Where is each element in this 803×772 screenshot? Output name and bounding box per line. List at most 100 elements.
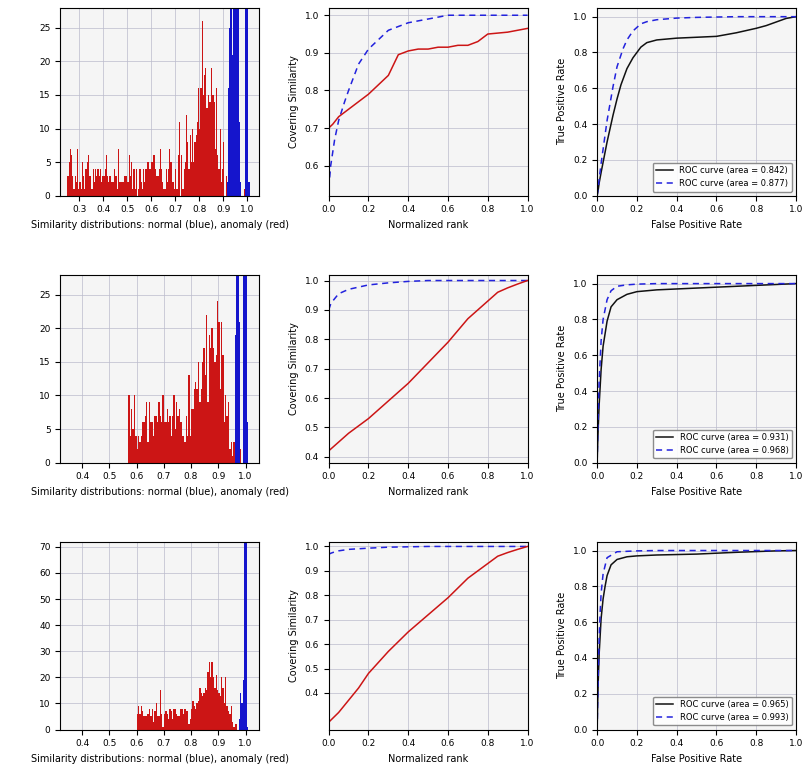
ROC curve (area = 0.965) xyxy=(770,547,780,556)
ROC curve (area = 0.877) xyxy=(607,82,617,91)
Bar xyxy=(221,677,222,730)
Bar xyxy=(198,362,199,462)
Bar xyxy=(177,716,178,730)
Bar xyxy=(205,688,206,730)
Bar xyxy=(145,169,146,195)
ROC curve (area = 0.965) xyxy=(731,547,740,557)
Bar xyxy=(111,182,112,195)
ROC curve (area = 0.968) xyxy=(731,279,740,288)
ROC curve (area = 0.993) xyxy=(592,725,601,734)
Bar xyxy=(139,442,141,462)
X-axis label: Similarity distributions: normal (blue), anomaly (red): Similarity distributions: normal (blue),… xyxy=(31,487,288,497)
Bar xyxy=(134,189,136,195)
Bar xyxy=(71,155,72,195)
Bar xyxy=(225,677,226,730)
Bar xyxy=(153,722,154,730)
ROC curve (area = 0.931) xyxy=(601,317,611,326)
Bar xyxy=(161,714,162,730)
ROC curve (area = 0.842) xyxy=(615,80,625,90)
Bar xyxy=(219,389,221,462)
Bar xyxy=(79,182,80,195)
Bar xyxy=(247,422,248,462)
Bar xyxy=(158,169,160,195)
Bar xyxy=(70,149,71,195)
X-axis label: False Positive Rate: False Positive Rate xyxy=(650,753,741,764)
Bar xyxy=(128,155,129,195)
Bar xyxy=(238,456,240,462)
Bar xyxy=(237,0,238,195)
ROC curve (area = 0.877) xyxy=(627,26,637,36)
Bar xyxy=(202,362,203,462)
Bar xyxy=(188,375,190,462)
Bar xyxy=(226,415,227,462)
Line: ROC curve (area = 0.965): ROC curve (area = 0.965) xyxy=(597,550,795,730)
Bar xyxy=(141,706,142,730)
Bar xyxy=(211,662,213,730)
ROC curve (area = 0.931) xyxy=(592,458,601,467)
Bar xyxy=(156,175,157,195)
Bar xyxy=(175,169,177,195)
Bar xyxy=(218,169,219,195)
Bar xyxy=(129,435,131,462)
Bar xyxy=(178,409,180,462)
Bar xyxy=(234,724,236,730)
ROC curve (area = 0.968) xyxy=(593,378,603,387)
Y-axis label: True Positive Rate: True Positive Rate xyxy=(556,58,567,145)
ROC curve (area = 0.842) xyxy=(651,36,661,45)
Bar xyxy=(238,719,240,730)
Bar xyxy=(169,415,170,462)
ROC curve (area = 0.842) xyxy=(611,94,621,103)
Bar xyxy=(162,727,164,730)
Bar xyxy=(155,169,156,195)
ROC curve (area = 0.877) xyxy=(635,19,645,29)
Bar xyxy=(149,402,150,462)
Bar xyxy=(233,727,234,730)
ROC curve (area = 0.842) xyxy=(671,33,681,42)
ROC curve (area = 0.968) xyxy=(592,458,601,467)
ROC curve (area = 0.877) xyxy=(593,184,602,193)
Bar xyxy=(192,129,193,195)
ROC curve (area = 0.993) xyxy=(601,553,611,562)
Bar xyxy=(218,693,219,730)
Bar xyxy=(139,714,141,730)
Bar xyxy=(156,415,157,462)
Bar xyxy=(218,322,219,462)
ROC curve (area = 0.842) xyxy=(635,42,645,52)
Bar xyxy=(203,348,205,462)
X-axis label: Normalized rank: Normalized rank xyxy=(388,753,467,764)
Bar xyxy=(141,189,143,195)
ROC curve (area = 0.931) xyxy=(731,282,740,291)
ROC curve (area = 0.993) xyxy=(597,569,607,578)
ROC curve (area = 0.993) xyxy=(631,547,641,556)
Bar xyxy=(183,169,185,195)
Bar xyxy=(199,129,200,195)
ROC curve (area = 0.877) xyxy=(631,23,641,32)
ROC curve (area = 0.965) xyxy=(593,680,602,689)
ROC curve (area = 0.931) xyxy=(592,444,601,453)
ROC curve (area = 0.877) xyxy=(790,12,800,22)
Bar xyxy=(164,714,165,730)
ROC curve (area = 0.965) xyxy=(592,703,601,713)
Bar xyxy=(124,175,126,195)
Bar xyxy=(82,162,83,195)
Line: ROC curve (area = 0.877): ROC curve (area = 0.877) xyxy=(597,17,795,195)
Bar xyxy=(196,389,198,462)
Bar xyxy=(205,375,206,462)
Bar xyxy=(195,709,196,730)
ROC curve (area = 0.968) xyxy=(631,279,641,289)
ROC curve (area = 0.968) xyxy=(790,279,800,288)
Bar xyxy=(102,175,104,195)
ROC curve (area = 0.993) xyxy=(611,547,621,557)
Bar xyxy=(205,68,206,195)
Bar xyxy=(209,662,210,730)
Y-axis label: Covering Similarity: Covering Similarity xyxy=(289,322,299,415)
X-axis label: Similarity distributions: normal (blue), anomaly (red): Similarity distributions: normal (blue),… xyxy=(31,753,288,764)
ROC curve (area = 0.965) xyxy=(600,581,609,591)
Bar xyxy=(216,88,217,195)
ROC curve (area = 0.931) xyxy=(593,426,602,435)
Bar xyxy=(158,716,160,730)
ROC curve (area = 0.968) xyxy=(601,295,611,304)
Bar xyxy=(219,129,221,195)
ROC curve (area = 0.877) xyxy=(751,12,760,22)
Bar xyxy=(109,175,111,195)
